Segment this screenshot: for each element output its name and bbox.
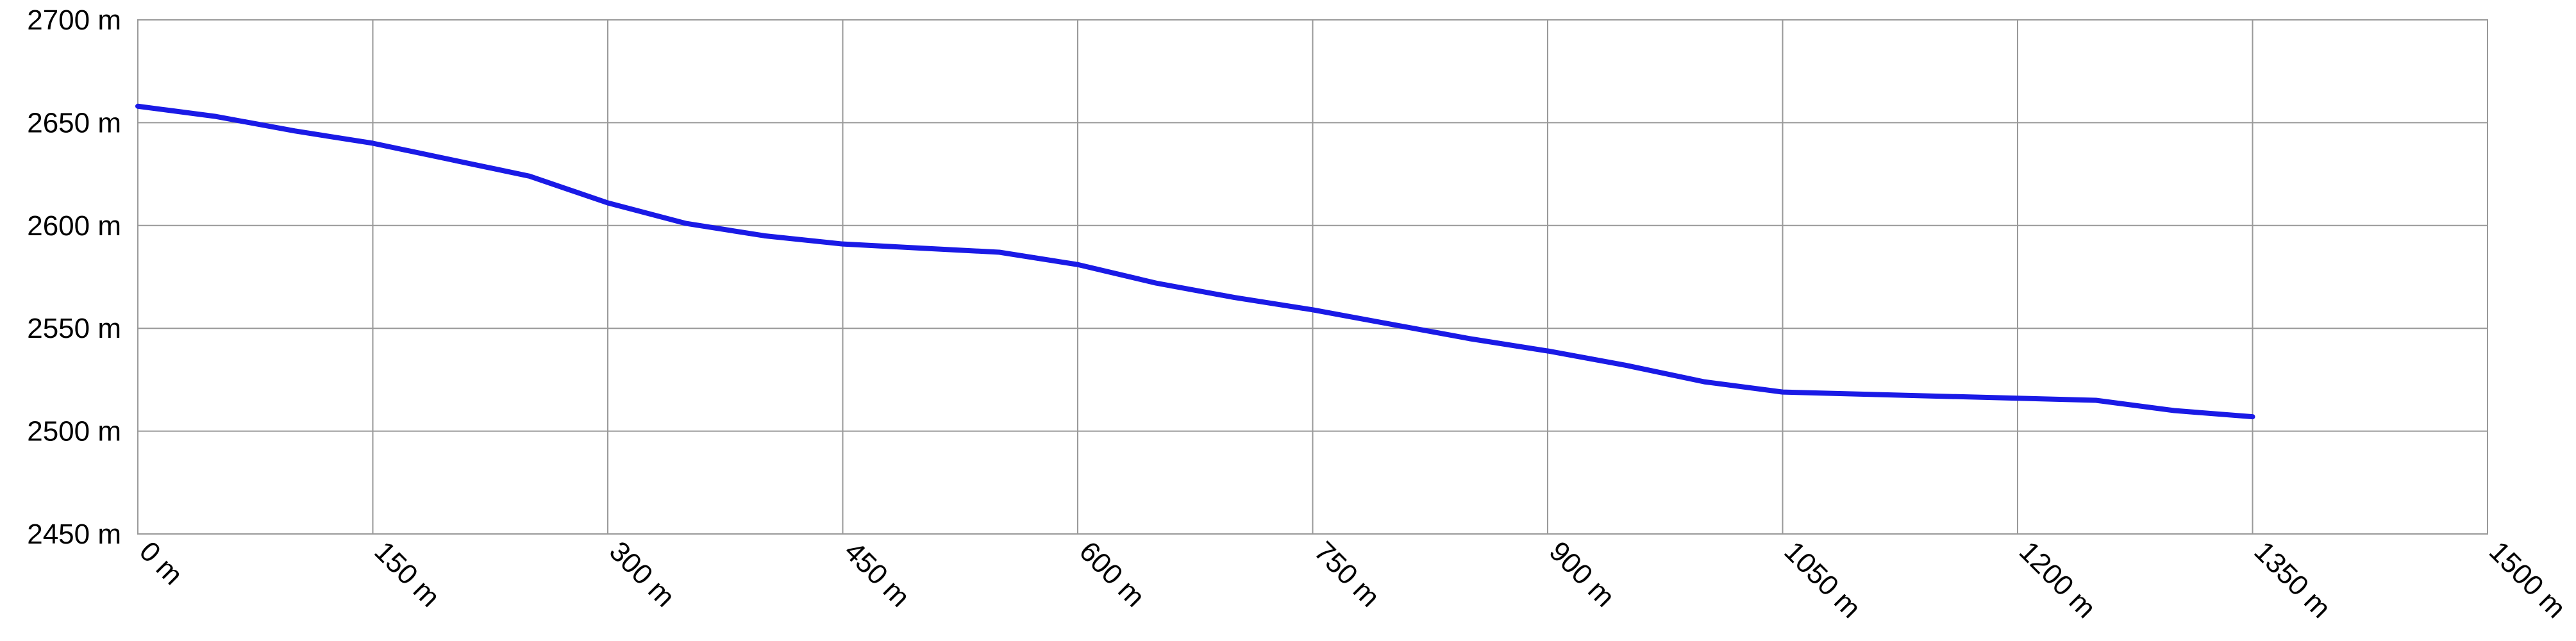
- y-tick-label: 2500 m: [27, 416, 121, 447]
- x-tick-label: 450 m: [838, 535, 916, 613]
- x-tick-label: 1500 m: [2483, 535, 2572, 624]
- y-tick-label: 2600 m: [27, 210, 121, 242]
- x-tick-label: 0 m: [133, 535, 189, 591]
- x-tick-label: 600 m: [1073, 535, 1151, 613]
- x-tick-label: 750 m: [1308, 535, 1385, 613]
- y-tick-label: 2550 m: [27, 313, 121, 344]
- y-tick-label: 2700 m: [27, 4, 121, 36]
- elevation-line: [135, 103, 2255, 420]
- x-tick-label: 300 m: [603, 535, 681, 613]
- y-tick-label: 2450 m: [27, 519, 121, 550]
- x-tick-label: 150 m: [368, 535, 446, 613]
- x-tick-label: 900 m: [1543, 535, 1621, 613]
- x-tick-label: 1200 m: [2013, 535, 2102, 624]
- x-tick-label: 1050 m: [1778, 535, 1866, 624]
- y-tick-label: 2650 m: [27, 107, 121, 138]
- x-tick-label: 1350 m: [2248, 535, 2336, 624]
